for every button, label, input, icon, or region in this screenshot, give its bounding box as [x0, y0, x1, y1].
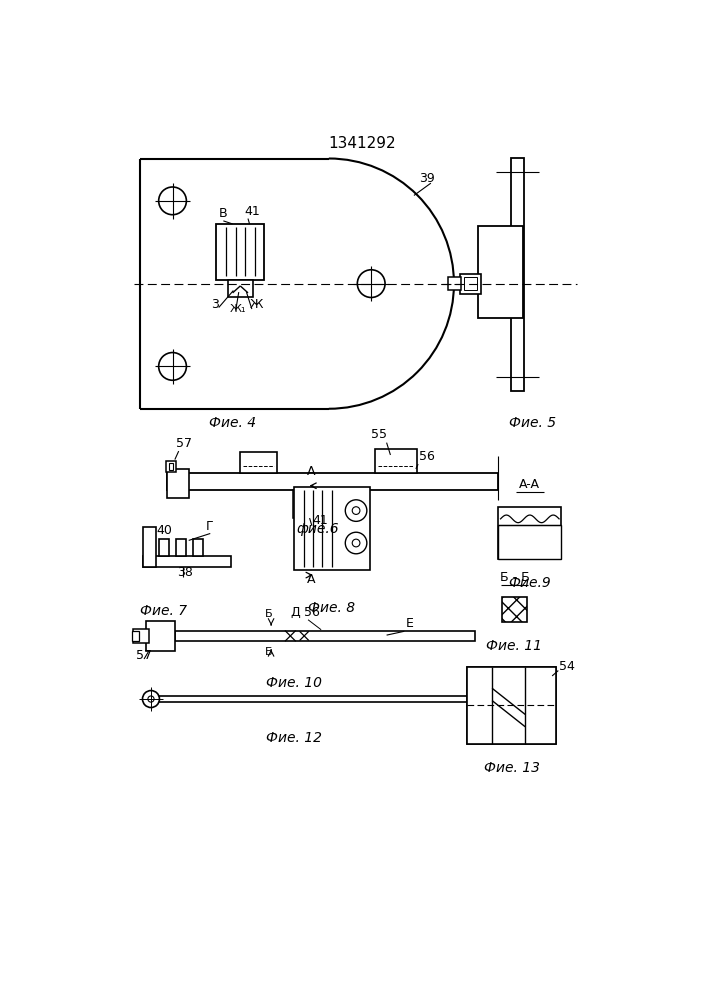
- Bar: [467, 667, 556, 744]
- Text: Фие. 4: Фие. 4: [209, 416, 256, 430]
- Text: Фие.9: Фие.9: [508, 576, 551, 590]
- Bar: [167, 469, 189, 498]
- Text: 41: 41: [244, 205, 260, 218]
- Text: 55: 55: [371, 428, 387, 441]
- Bar: [240, 452, 277, 473]
- Text: Фие. 8: Фие. 8: [308, 601, 356, 615]
- Text: Фие. 11: Фие. 11: [486, 639, 542, 653]
- Text: В: В: [218, 207, 228, 220]
- Bar: [193, 539, 204, 556]
- Text: Фие. 7: Фие. 7: [141, 604, 187, 618]
- Text: Б - Б: Б - Б: [500, 571, 530, 584]
- Text: 54: 54: [559, 660, 575, 673]
- Text: Ж: Ж: [250, 298, 263, 311]
- Bar: [525, 667, 556, 744]
- Circle shape: [166, 195, 179, 207]
- Circle shape: [148, 696, 154, 702]
- Text: Д: Д: [291, 606, 300, 619]
- Circle shape: [345, 532, 367, 554]
- Bar: [143, 556, 231, 567]
- Text: Фие. 12: Фие. 12: [267, 731, 322, 745]
- Bar: [293, 490, 300, 518]
- Circle shape: [352, 507, 360, 514]
- Text: Б: Б: [265, 647, 273, 657]
- Text: 56: 56: [304, 606, 320, 619]
- Bar: [467, 667, 492, 744]
- Text: Е: Е: [406, 617, 414, 630]
- Bar: [510, 158, 525, 391]
- Bar: [143, 527, 156, 567]
- Circle shape: [166, 360, 179, 373]
- Bar: [160, 539, 170, 556]
- Text: A: A: [307, 465, 315, 478]
- Text: 1341292: 1341292: [328, 136, 396, 151]
- Bar: [498, 507, 561, 559]
- Bar: [167, 473, 498, 490]
- Circle shape: [352, 539, 360, 547]
- Bar: [498, 525, 561, 559]
- Text: A-A: A-A: [520, 478, 540, 491]
- Bar: [448, 277, 460, 290]
- Bar: [176, 539, 187, 556]
- Bar: [146, 620, 175, 651]
- Text: 3: 3: [211, 298, 219, 311]
- Circle shape: [357, 270, 385, 297]
- Bar: [467, 667, 556, 744]
- Bar: [375, 449, 417, 473]
- Text: Г: Г: [206, 520, 214, 533]
- Bar: [133, 629, 148, 643]
- Bar: [460, 274, 481, 294]
- Text: A: A: [307, 573, 315, 586]
- Text: 56: 56: [419, 450, 435, 463]
- Text: фие.6: фие.6: [296, 522, 339, 536]
- Circle shape: [143, 691, 160, 708]
- Bar: [464, 277, 477, 290]
- Bar: [216, 224, 264, 280]
- Bar: [294, 487, 370, 570]
- Circle shape: [158, 187, 187, 215]
- Text: 39: 39: [419, 172, 435, 185]
- Bar: [478, 226, 523, 318]
- Bar: [132, 631, 139, 641]
- Text: 57: 57: [176, 437, 192, 450]
- Bar: [169, 463, 173, 470]
- Bar: [305, 490, 311, 518]
- Text: Б: Б: [265, 609, 273, 619]
- Circle shape: [158, 353, 187, 380]
- Text: Ж₁: Ж₁: [230, 304, 246, 314]
- Text: 40: 40: [156, 524, 173, 537]
- Text: Фие. 13: Фие. 13: [484, 761, 539, 775]
- Bar: [175, 631, 475, 641]
- Bar: [228, 280, 252, 297]
- Bar: [160, 696, 479, 702]
- Text: 38: 38: [177, 566, 193, 579]
- Bar: [498, 525, 561, 559]
- Text: Фие. 10: Фие. 10: [267, 676, 322, 690]
- Circle shape: [365, 277, 378, 290]
- Bar: [502, 597, 527, 622]
- Circle shape: [345, 500, 367, 521]
- Bar: [166, 461, 175, 472]
- Text: 57: 57: [136, 649, 152, 662]
- Text: 41: 41: [312, 514, 329, 527]
- Text: Фие. 5: Фие. 5: [509, 416, 556, 430]
